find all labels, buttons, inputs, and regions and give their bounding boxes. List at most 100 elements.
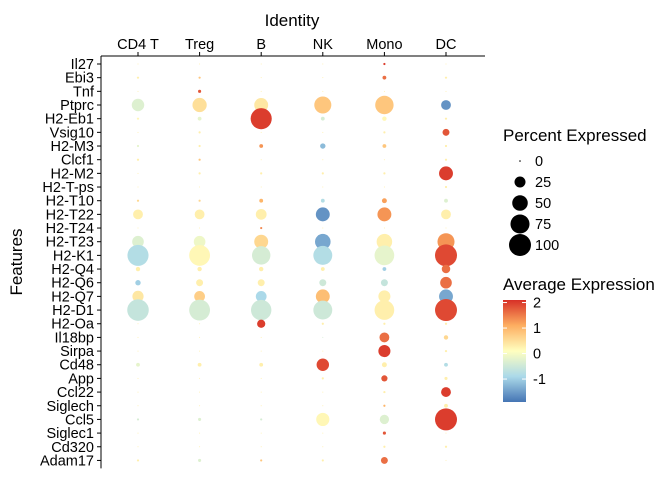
dot-Siglec1-Mono <box>382 431 386 435</box>
dot-H2-M3-Mono <box>382 144 387 148</box>
dot-H2-M2-DC <box>439 166 453 181</box>
dot-H2-T23-Treg <box>193 235 206 248</box>
size-legend-title: Percent Expressed <box>503 126 647 145</box>
dot-Clcf1-Treg <box>198 158 201 161</box>
dot-Ptprc-Mono <box>375 95 394 115</box>
dot-Ccl22-DC <box>441 387 451 397</box>
color-legend-label: 1 <box>533 321 541 337</box>
x-tick-label: DC <box>436 37 457 53</box>
dot-H2-T24-Mono <box>383 227 385 229</box>
dot-Ebi3-Mono <box>382 75 387 80</box>
dot-H2-T22-B <box>255 208 267 220</box>
dot-Il27-CD4-T <box>137 63 139 65</box>
dot-H2-T22-DC <box>441 209 451 220</box>
size-legend-label: 25 <box>535 175 551 191</box>
dot-H2-Oa-CD4-T <box>137 323 139 325</box>
dot-H2-K1-Treg <box>189 244 211 266</box>
y-tick-label: H2-T10 <box>46 194 94 210</box>
dot-H2-D1-DC <box>435 299 457 322</box>
dot-H2-Q7-CD4-T <box>132 290 144 302</box>
dot-H2-T10-NK <box>320 198 325 203</box>
dot-H2-M3-NK <box>320 143 326 149</box>
dot-H2-T23-Mono <box>376 233 393 250</box>
dot-H2-M2-NK <box>321 172 324 175</box>
y-tick-label: Siglech <box>46 399 94 415</box>
y-tick-label: Ebi3 <box>65 71 94 87</box>
dot-H2-T24-NK <box>322 227 324 229</box>
dot-H2-Oa-DC <box>444 322 448 325</box>
dot-H2-K1-B <box>251 246 271 265</box>
y-tick-label: H2-Q6 <box>51 276 94 292</box>
dot-Adam17-Treg <box>198 458 202 462</box>
dot-H2-D1-Mono <box>374 300 395 320</box>
y-tick-label: H2-Q7 <box>51 289 94 305</box>
dot-H2-Q7-Mono <box>378 290 391 303</box>
dot-App-NK <box>321 377 324 380</box>
dot-H2-T-ps-CD4-T <box>137 186 139 188</box>
dot-H2-T-ps-DC <box>444 185 448 189</box>
color-legend: Average Expression -1 0 1 2 <box>503 275 655 402</box>
dot-Ebi3-Treg <box>198 76 201 79</box>
size-legend-key <box>510 214 530 234</box>
dot-H2-Q4-B <box>259 266 264 272</box>
dot-H2-Q7-B <box>255 291 267 302</box>
dot-Cd48-NK <box>316 358 330 371</box>
y-tick-label: App <box>68 371 94 387</box>
y-tick-label: Vsig10 <box>50 125 94 141</box>
y-tick-label: H2-D1 <box>52 303 94 319</box>
dot-Tnf-Mono <box>383 90 385 92</box>
dot-Sirpa-B <box>260 350 262 352</box>
y-tick-label: Ccl22 <box>57 385 94 401</box>
y-tick-label: H2-T23 <box>46 235 94 251</box>
color-legend-label: 0 <box>533 347 541 363</box>
dot-Ptprc-Treg <box>192 97 207 113</box>
dot-H2-Eb1-DC <box>444 117 448 120</box>
dot-Siglech-DC <box>444 403 448 408</box>
dot-Ccl5-NK <box>316 412 330 427</box>
x-tick-label: Treg <box>185 37 214 53</box>
y-tick-label: Sirpa <box>60 344 95 360</box>
dot-Siglech-NK <box>322 405 324 407</box>
dot-Ccl22-Treg <box>199 391 201 393</box>
dot-App-CD4-T <box>137 377 139 379</box>
dot-H2-Oa-NK <box>321 322 324 325</box>
dot-H2-M3-CD4-T <box>136 144 140 148</box>
dot-Ccl22-Mono <box>383 390 386 394</box>
y-tick-label: Adam17 <box>40 453 94 469</box>
dot-Siglech-Treg <box>199 405 201 407</box>
dot-H2-Oa-B <box>257 319 266 328</box>
y-tick-label: H2-T-ps <box>42 180 94 196</box>
dot-App-B <box>260 377 262 379</box>
size-legend-label: 50 <box>535 196 551 212</box>
x-axis-title: Identity <box>265 11 320 30</box>
y-tick-label: Ptprc <box>60 98 94 114</box>
dot-Il18bp-DC <box>443 335 449 340</box>
dot-H2-T10-CD4-T <box>136 199 140 202</box>
y-tick-label: Siglec1 <box>46 426 94 442</box>
dot-Ebi3-B <box>260 77 262 79</box>
size-legend-key <box>519 160 521 162</box>
dot-Tnf-B <box>260 90 262 92</box>
dot-H2-Q6-DC <box>440 276 452 289</box>
dot-H2-T-ps-B <box>260 186 262 188</box>
dot-H2-K1-NK <box>313 245 333 265</box>
dot-H2-Q7-NK <box>315 289 330 304</box>
y-tick-label: Ccl5 <box>65 412 94 428</box>
dot-Cd320-B <box>260 446 262 448</box>
dot-Tnf-CD4-T <box>137 90 139 92</box>
dot-H2-M2-B <box>260 172 263 175</box>
dot-H2-Eb1-NK <box>320 116 325 121</box>
y-tick-label: H2-Oa <box>51 317 95 333</box>
dot-Vsig10-CD4-T <box>137 131 139 133</box>
dot-Sirpa-DC <box>444 349 448 353</box>
dot-H2-T10-B <box>259 198 264 203</box>
y-tick-label: H2-M2 <box>50 166 94 182</box>
dot-Siglech-B <box>260 405 262 407</box>
dot-Clcf1-DC <box>444 158 448 161</box>
size-legend-label: 100 <box>535 238 559 254</box>
dot-H2-T-ps-Treg <box>199 186 201 188</box>
dot-Cd48-B <box>259 362 264 367</box>
x-tick-label: B <box>256 37 266 53</box>
dot-H2-Eb1-B <box>250 108 272 130</box>
dot-H2-D1-CD4-T <box>127 299 149 321</box>
